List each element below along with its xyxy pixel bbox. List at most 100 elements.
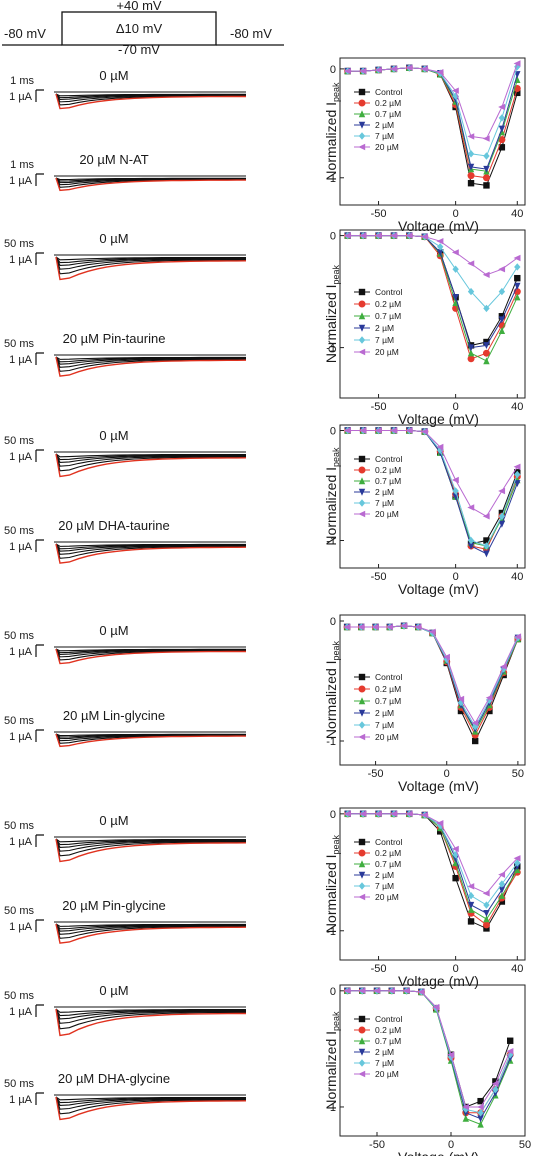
series-line [347,813,518,926]
trace [55,838,246,857]
data-point [452,874,459,882]
series-line [347,625,519,733]
protocol-step-box [61,11,217,46]
x-axis-label: Voltage (mV) [398,778,479,794]
data-point [343,623,351,631]
panel-label: 0 µM [99,813,128,828]
legend-label: 0.2 µM [375,1025,401,1035]
trace-row: 1 ms 1 µA 0 µM 1 ms 1 µA 20 µM N-AT [9,68,247,192]
data-point [491,1080,499,1087]
data-point [483,537,490,544]
data-point [358,673,366,681]
trace-max-red [55,543,247,564]
x-tick-label: 0 [453,963,459,975]
data-point [513,60,521,67]
trace [55,1008,246,1030]
legend-label: 0.7 µM [375,476,401,486]
data-point [390,232,398,239]
data-point [359,810,367,818]
y-tick-label: 0 [330,231,336,243]
series-line [347,625,519,743]
data-point [358,143,366,151]
protocol-bottom: -70 mV [118,42,160,57]
data-point [344,427,351,434]
x-tick-label: 0 [453,571,459,583]
panel-label: 0 µM [99,983,128,998]
iv-charts: -50 0 40 0 -1 Voltage (mV) Normalized Ipeak Con… [323,57,531,1156]
x-axis-label: Voltage (mV) [398,411,479,427]
y-tick-label: 0 [330,986,336,998]
y-axis-label-subscript: peak [331,640,341,660]
series-line [347,67,518,179]
data-point [514,633,522,640]
data-point [386,623,394,631]
trace [55,1008,246,1017]
data-point [482,271,490,278]
time-scale-label: 50 ms [4,990,34,1002]
data-point [414,623,422,631]
data-point [462,1103,469,1111]
data-point [483,910,490,917]
scale-bar [35,539,44,552]
data-point [358,1070,366,1078]
series-line [347,235,518,362]
data-point [514,480,521,487]
time-scale-label: 50 ms [4,820,34,832]
data-point [358,121,366,129]
data-point [451,87,459,94]
data-point [483,915,490,923]
trace [55,923,247,939]
trace [55,453,246,467]
data-point [514,274,521,282]
x-tick-label: 0 [448,1139,454,1151]
data-point [514,282,521,290]
data-point [358,1015,366,1023]
data-point [452,294,459,301]
iv-chart: -50 0 40 0 -1 Voltage (mV) Normalized Ipeak Con… [323,424,526,597]
data-point [359,232,367,239]
series-line [347,235,518,346]
data-point [514,89,521,97]
data-point [358,477,366,485]
y-tick-label: -1 [326,343,336,355]
scale-bar [35,834,44,847]
data-point [462,1109,469,1117]
legend-label: 2 µM [375,487,394,497]
trace-row: 50 ms 1 µA 0 µM 50 ms 1 µA 20 µM DHA-taurine [4,428,247,564]
data-point [477,1120,484,1128]
x-tick-label: 40 [511,963,523,975]
trace [55,256,246,266]
data-point [486,696,493,704]
data-point [498,316,506,324]
trace [55,1096,246,1115]
panel-label: 20 µM Lin-glycine [63,708,165,723]
series-line [347,430,518,545]
data-point [358,288,366,296]
x-tick-label: 50 [512,768,524,780]
data-point [467,536,475,545]
data-point [402,987,410,995]
data-point [358,336,366,344]
data-point [499,663,507,670]
data-point [467,542,475,550]
trace-max-red [55,1008,246,1037]
y-tick-label: 0 [330,809,336,821]
panel-label: 20 µM DHA-taurine [58,518,170,533]
data-point [358,300,366,308]
data-point [358,733,366,741]
data-point [358,1026,366,1034]
scale-bar [35,449,44,462]
y-axis-label: Normalized Ipeak [323,82,341,181]
data-point [436,68,444,76]
data-point [358,466,366,474]
data-point [421,428,428,435]
legend-label: 0.2 µM [375,684,401,694]
y-tick-label: -1 [326,736,336,748]
data-point [358,860,366,868]
data-point [405,427,413,434]
panel-label: 0 µM [99,623,128,638]
data-point [358,893,366,901]
current-scale-label: 1 µA [9,1006,33,1018]
y-tick-label: -1 [326,926,336,938]
series-line [347,66,518,157]
